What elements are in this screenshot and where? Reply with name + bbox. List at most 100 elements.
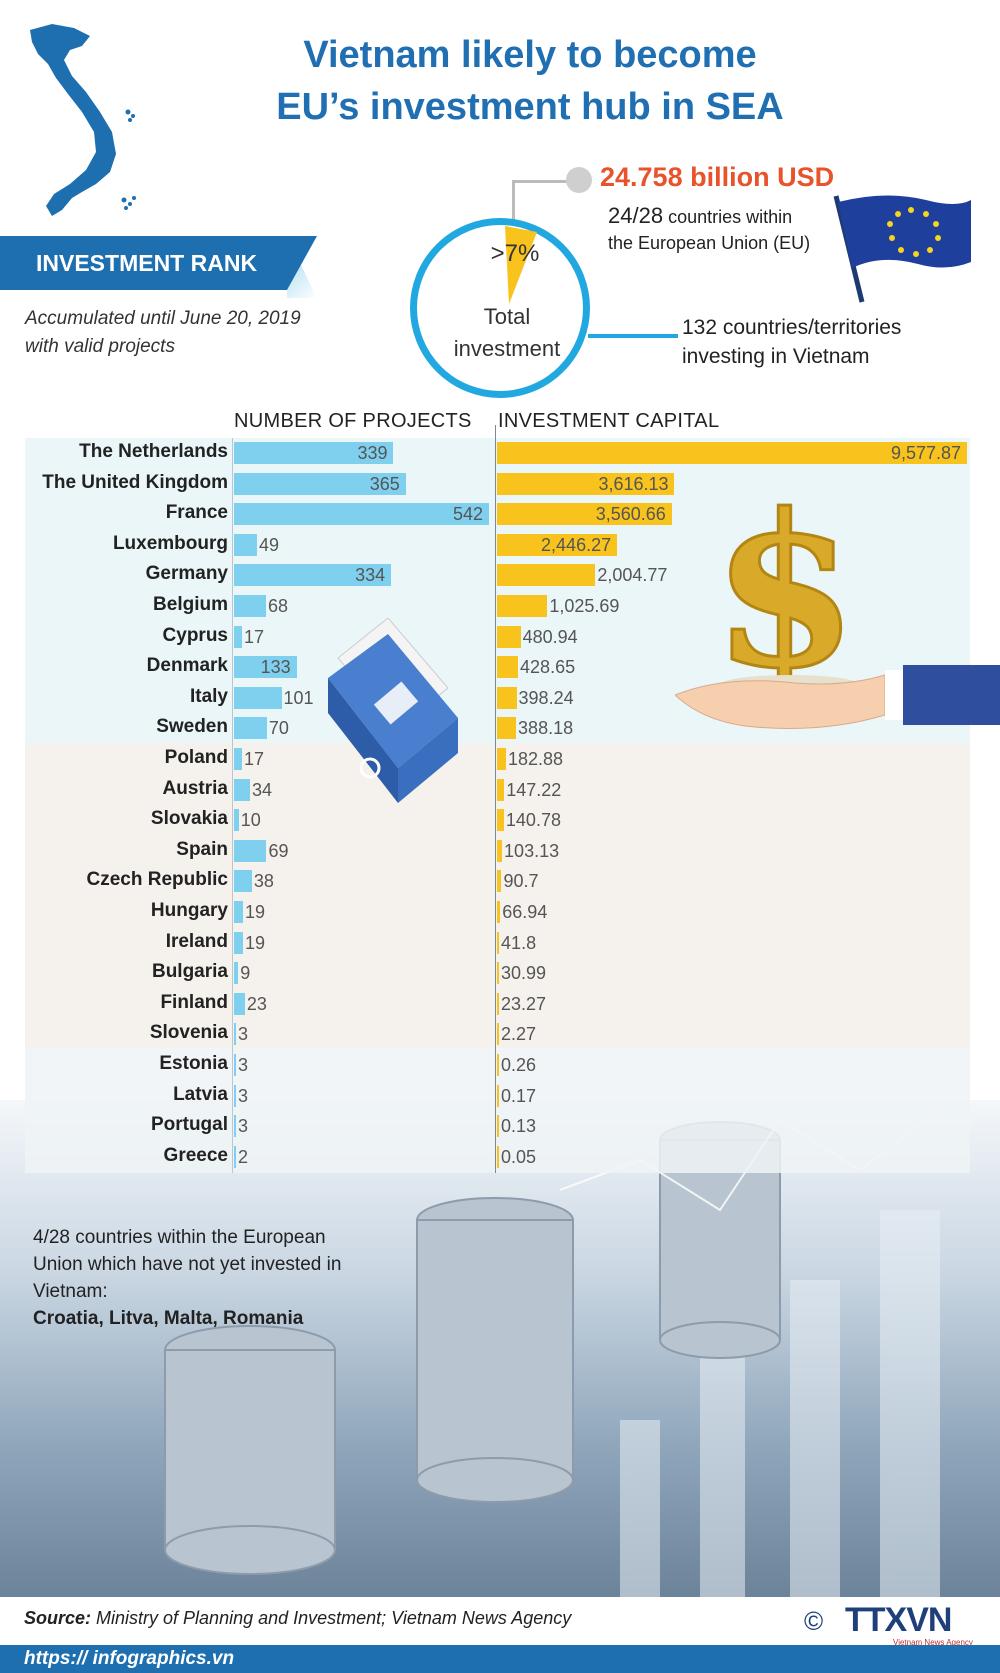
projects-bar (234, 595, 266, 617)
svg-text:$: $ (712, 475, 858, 715)
website-link[interactable]: https:// infographics.vn (24, 1648, 235, 1669)
capital-value-label: 480.94 (522, 626, 578, 647)
projects-bar (234, 717, 267, 740)
projects-value-label: 10 (240, 810, 261, 831)
projects-bar (234, 625, 242, 648)
country-label: Czech Republic (86, 869, 228, 891)
total-investment-circle (410, 218, 590, 398)
country-label: Austria (162, 777, 228, 799)
projects-value-label: 49 (259, 534, 280, 555)
country-label: Sweden (156, 716, 228, 738)
url-bar: https:// infographics.vn (0, 1645, 1000, 1673)
capital-value-label: 428.65 (520, 657, 576, 678)
projects-value-label: 2 (238, 1146, 249, 1167)
dollar-hand-icon: $ (675, 475, 1000, 729)
capital-bar (497, 717, 517, 740)
projects-column-header: NUMBER OF PROJECTS (234, 410, 472, 432)
country-label: Slovakia (150, 808, 228, 830)
projects-bar (234, 1054, 236, 1076)
projects-value-label: 38 (253, 871, 274, 892)
capital-bar (497, 931, 500, 954)
projects-value-label: 339 (357, 443, 388, 463)
capital-value-label: 66.94 (502, 902, 548, 922)
projects-bar (234, 839, 267, 862)
eu-flag-icon (833, 195, 971, 303)
capital-bar (497, 1054, 499, 1076)
country-label: Poland (164, 747, 228, 768)
total-usd: 24.758 billion USD (600, 162, 835, 192)
banner-tip (287, 236, 317, 290)
capital-value-label: 0.13 (501, 1116, 537, 1137)
capital-value-label: 140.78 (505, 810, 561, 831)
capital-bar (497, 809, 504, 832)
country-label: Luxembourg (112, 532, 228, 554)
projects-bar (234, 962, 239, 985)
capital-value-label: 23.27 (501, 993, 547, 1014)
capital-bar (497, 595, 548, 617)
not-invested-line-3: Vietnam: (33, 1281, 108, 1302)
countries-line-1: 132 countries/territories (682, 316, 902, 339)
capital-bar (497, 656, 519, 679)
projects-value-label: 3 (238, 1116, 249, 1137)
projects-value-label: 101 (283, 687, 314, 708)
capital-bar (497, 992, 499, 1015)
projects-value-label: 17 (243, 749, 265, 769)
share-percent: >7% (490, 240, 540, 267)
country-label: Slovenia (149, 1022, 228, 1044)
projects-bar (234, 748, 242, 770)
connector-line-top (512, 180, 576, 183)
country-label: France (165, 502, 228, 524)
connector-dot (566, 167, 592, 193)
capital-column-header: INVESTMENT CAPITAL (498, 410, 720, 432)
country-label: Cyprus (162, 624, 228, 646)
capital-value-label: 3,616.13 (598, 473, 669, 494)
capital-value-label: 41.8 (501, 932, 537, 953)
capital-bar (497, 839, 503, 862)
projects-value-label: 3 (238, 1055, 249, 1075)
copyright-symbol: © (804, 1606, 824, 1636)
country-label: Spain (176, 838, 228, 860)
country-label: Ireland (165, 930, 228, 952)
capital-bar (497, 748, 506, 770)
ttxvn-logo-subtitle: Vietnam News Agency (893, 1638, 973, 1647)
country-label: Portugal (150, 1114, 228, 1136)
projects-bar (234, 1145, 236, 1168)
projects-value-label: 9 (240, 963, 251, 984)
source-text: Ministry of Planning and Investment; Vie… (91, 1608, 572, 1628)
projects-value-label: 23 (246, 993, 267, 1014)
eu-countries-line-2: the European Union (EU) (608, 233, 811, 253)
country-label: The Netherlands (79, 441, 228, 462)
capital-value-label: 2,446.27 (541, 534, 612, 555)
not-invested-list: Croatia, Litva, Malta, Romania (33, 1308, 304, 1329)
projects-bar (234, 778, 250, 801)
capital-bar (497, 1115, 499, 1138)
projects-bar (234, 1084, 236, 1107)
eu-countries-text: countries within (663, 207, 793, 227)
country-label: Belgium (153, 594, 228, 615)
projects-bar (234, 686, 282, 709)
capital-value-label: 0.26 (501, 1055, 537, 1075)
note-line-2: with valid projects (25, 336, 175, 357)
countries-line-2: investing in Vietnam (682, 345, 870, 368)
capital-bar (497, 442, 967, 464)
capital-value-label: 2,004.77 (597, 565, 668, 586)
country-label: Hungary (150, 900, 228, 921)
vietnam-map-icon (30, 24, 136, 216)
coin-stacks-decor (164, 1109, 941, 1597)
projects-bar (234, 564, 392, 587)
capital-bar (497, 870, 502, 893)
country-label: Bulgaria (151, 961, 228, 983)
projects-value-label: 133 (260, 657, 291, 678)
capital-bar (497, 533, 618, 556)
title-line-1: Vietnam likely to become (303, 34, 757, 76)
connector-line-vertical (512, 180, 515, 225)
country-label: Denmark (146, 655, 228, 677)
country-label: The United Kingdom (42, 471, 228, 493)
eu-count: 24/28 (608, 203, 664, 228)
projects-axis-line (232, 438, 233, 1173)
not-invested-line-1: 4/28 countries within the European (33, 1227, 326, 1248)
projects-bar (234, 533, 258, 556)
projects-bar (234, 442, 394, 464)
circle-text-line-1: Total (483, 304, 531, 329)
capital-bar (497, 1084, 499, 1107)
